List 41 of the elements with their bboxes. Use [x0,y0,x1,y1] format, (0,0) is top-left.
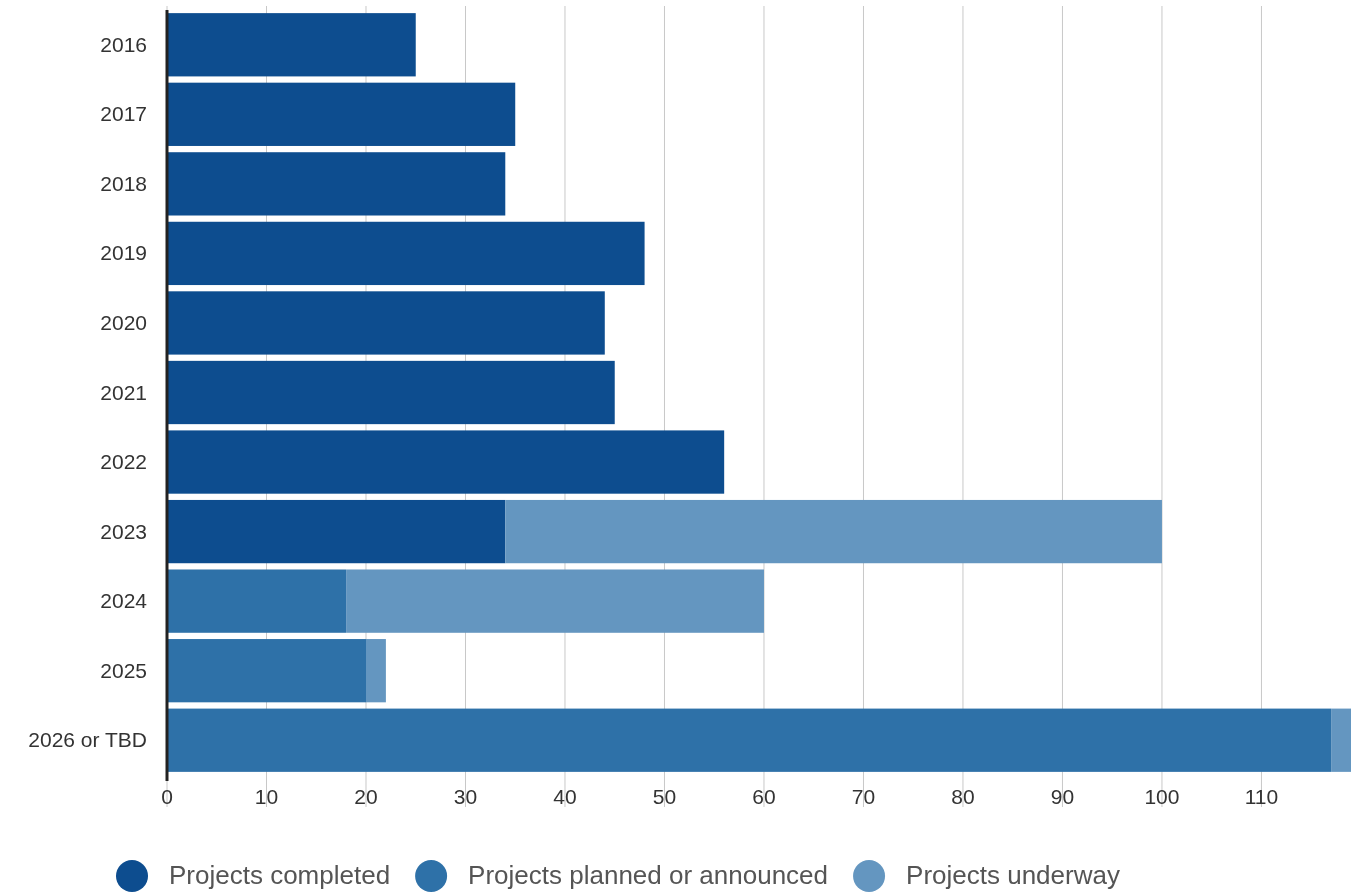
x-tick-label: 100 [1144,785,1180,808]
x-tick-label: 10 [254,785,279,808]
x-tick-label: 20 [354,785,378,808]
x-tick-label: 80 [951,785,975,808]
y-tick-label: 2018 [100,171,147,195]
y-tick-label: 2017 [100,102,147,126]
x-tick-label: 90 [1050,785,1075,808]
bar [167,430,725,494]
bar [365,639,386,703]
y-tick-label: 2025 [100,658,147,682]
legend-label: Projects planned or announced [468,860,829,890]
legend-label: Projects underway [906,860,1120,890]
x-tick-label: 60 [752,785,776,808]
bar [167,639,366,703]
x-tick-label: 30 [453,785,478,808]
y-tick-label: 2026 or TBD [28,728,147,752]
bar [167,708,1332,772]
x-tick-label: 110 [1244,785,1279,808]
bar [167,82,516,146]
x-tick-label: 70 [851,785,876,808]
y-tick-label: 2023 [100,519,147,543]
bar [167,569,347,633]
legend-label: Projects completed [169,860,391,890]
bar [167,221,645,286]
bar [1331,708,1351,772]
x-tick-label: 40 [553,785,577,808]
bar [167,499,506,564]
x-tick-label: 0 [161,785,173,808]
bar [346,569,764,633]
y-tick-label: 2019 [100,241,147,265]
y-tick-label: 2020 [100,310,147,334]
bar [167,152,506,216]
bar [167,291,605,355]
y-tick-label: 2021 [100,380,147,404]
y-tick-label: 2022 [100,450,147,474]
x-tick-label: 50 [652,785,677,808]
y-tick-label: 2016 [100,32,147,56]
bar [505,499,1162,564]
y-tick-label: 2024 [100,589,148,613]
bar [167,360,615,425]
bar [167,13,416,77]
